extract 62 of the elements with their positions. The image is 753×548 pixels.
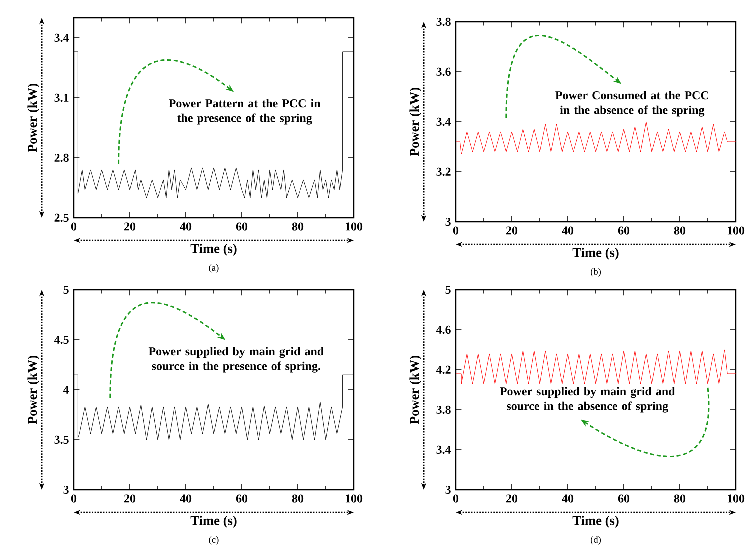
y-axis-title: Power (kW) xyxy=(410,356,422,424)
x-tick-label: 20 xyxy=(124,222,136,231)
x-tick-label: 40 xyxy=(562,494,574,503)
y-tick-label: 2.5 xyxy=(54,214,69,222)
annotation: Power supplied by main grid and source in the presence of spring. xyxy=(148,347,324,373)
y-tick-label: 3.4 xyxy=(436,446,452,454)
text: (a) xyxy=(209,264,219,273)
y-tick-label: 3 xyxy=(446,218,451,226)
y-tick-label: 3.8 xyxy=(436,406,451,414)
y-axis-title: Power (kW) xyxy=(28,84,40,152)
y-tick-label: 4.6 xyxy=(436,326,451,334)
x-tick-label: 40 xyxy=(180,494,192,503)
annotation: Power Pattern at the PCC in the presence of the spring xyxy=(169,99,321,125)
x-tick-label: 60 xyxy=(618,494,630,503)
x-tick-label: 80 xyxy=(674,226,686,235)
x-tick-label: 80 xyxy=(674,494,686,503)
x-tick-label: 20 xyxy=(124,494,136,503)
x-tick-label: 80 xyxy=(292,222,304,231)
y-tick-label: 3 xyxy=(446,486,451,494)
text: (b) xyxy=(590,268,602,277)
x-tick-label: 60 xyxy=(618,226,630,235)
x-axis-title: Time (s) xyxy=(572,248,619,260)
line-series xyxy=(456,350,736,384)
y-axis-title: Power (kW) xyxy=(410,88,422,156)
annotation: Power Consumed at the PCC in the absence of the spring xyxy=(556,91,708,117)
annotation: Power supplied by main grid and source in the absence of spring xyxy=(500,387,676,413)
y-tick-label: 3.8 xyxy=(436,18,451,26)
x-tick-label: 100 xyxy=(346,222,363,231)
y-tick-label: 3.4 xyxy=(54,34,70,42)
x-tick-label: 20 xyxy=(506,226,518,235)
x-tick-label: 40 xyxy=(562,226,574,235)
x-tick-label: 0 xyxy=(453,494,459,503)
y-tick-label: 3.1 xyxy=(54,94,69,102)
line-series xyxy=(456,122,736,155)
x-tick-label: 80 xyxy=(292,494,304,503)
x-tick-label: 100 xyxy=(728,494,745,503)
x-axis-title: Time (s) xyxy=(190,516,237,528)
y-tick-label: 3 xyxy=(64,486,69,494)
y-tick-label: 3.4 xyxy=(436,118,452,126)
y-tick-label: 2.8 xyxy=(54,154,69,162)
y-tick-label: 4.2 xyxy=(436,366,451,374)
y-axis-title: Power (kW) xyxy=(28,356,40,424)
y-tick-label: 4.5 xyxy=(54,336,69,344)
x-axis-title: Time (s) xyxy=(190,244,237,256)
y-tick-label: 3.6 xyxy=(436,68,451,76)
y-tick-label: 4 xyxy=(63,386,70,394)
y-tick-label: 5 xyxy=(446,286,451,294)
x-tick-label: 0 xyxy=(71,494,77,503)
x-tick-label: 100 xyxy=(728,226,745,235)
y-tick-label: 3.2 xyxy=(436,168,451,176)
x-tick-label: 60 xyxy=(236,494,248,503)
y-tick-label: 3.5 xyxy=(54,436,69,444)
x-tick-label: 60 xyxy=(236,222,248,231)
text: (d) xyxy=(590,536,602,545)
x-tick-label: 0 xyxy=(453,226,459,235)
y-tick-label: 5 xyxy=(64,286,69,294)
x-axis-title: Time (s) xyxy=(572,516,619,528)
x-tick-label: 40 xyxy=(180,222,192,231)
x-tick-label: 0 xyxy=(71,222,77,231)
x-tick-label: 20 xyxy=(506,494,518,503)
x-tick-label: 100 xyxy=(346,494,363,503)
text: (c) xyxy=(209,536,219,545)
